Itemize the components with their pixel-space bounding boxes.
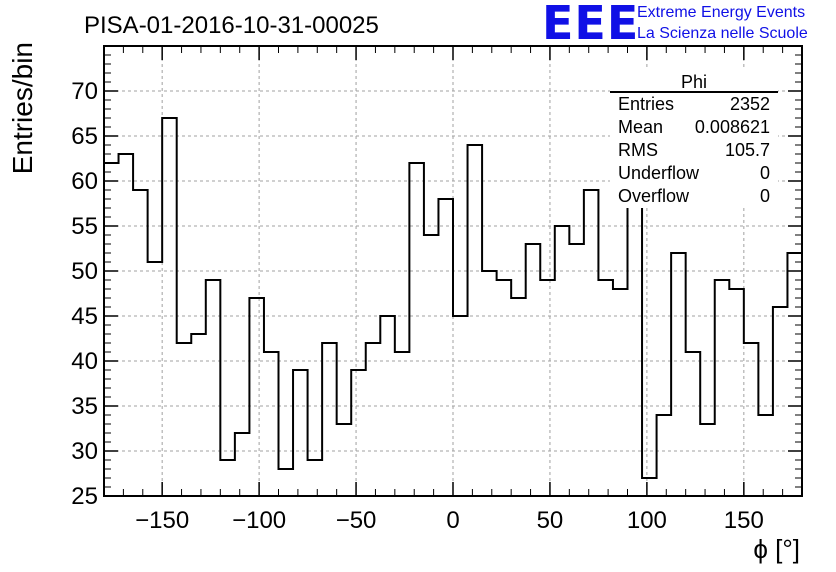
y-tick-label: 60 [71,168,98,195]
y-tick-label: 70 [71,78,98,105]
x-tick-label: 50 [537,507,564,534]
x-tick-label: 100 [627,507,667,534]
eee-logo-mark: EEE [542,0,640,50]
chart-title: PISA-01-2016-10-31-00025 [84,12,379,39]
stats-row-label-underflow: Underflow [618,163,700,183]
y-tick-label: 55 [71,213,98,240]
stats-row-value-rms: 105.7 [725,140,770,160]
stats-row-value-overflow: 0 [760,186,770,206]
stats-box-title: Phi [681,72,707,92]
y-tick-label: 25 [71,483,98,510]
x-tick-label: 0 [446,507,459,534]
stats-row-value-underflow: 0 [760,163,770,183]
histogram-outline [104,117,802,479]
x-tick-label: −50 [336,507,377,534]
logo-line-1: Extreme Energy Events [637,4,806,21]
y-tick-label: 50 [71,258,98,285]
logo-line-2: La Scienza nelle Scuole [637,25,808,42]
tick-layer [103,46,803,497]
stats-row-label-overflow: Overflow [618,186,690,206]
y-tick-label: 35 [71,393,98,420]
y-tick-label: 65 [71,123,98,150]
stats-box: Phi Entries 2352 Mean 0.008621 RMS 105.7… [610,70,778,208]
y-tick-label: 45 [71,303,98,330]
x-tick-label: 150 [724,507,764,534]
y-axis-label: Entries/bin [7,42,38,174]
tick-label-layer: −150 −100 −50 0 50 100 150 25 30 35 40 45 50 55 60 65 70 [71,78,764,534]
stats-row-label-entries: Entries [618,94,674,114]
stats-row-label-mean: Mean [618,117,663,137]
x-tick-label: −150 [135,507,189,534]
stats-row-label-rms: RMS [618,140,658,160]
stats-row-value-mean: 0.008621 [695,117,770,137]
y-tick-label: 40 [71,348,98,375]
y-tick-label: 30 [71,438,98,465]
x-axis-label: ϕ [°] [753,534,800,564]
stats-row-value-entries: 2352 [730,94,770,114]
x-tick-label: −100 [232,507,286,534]
